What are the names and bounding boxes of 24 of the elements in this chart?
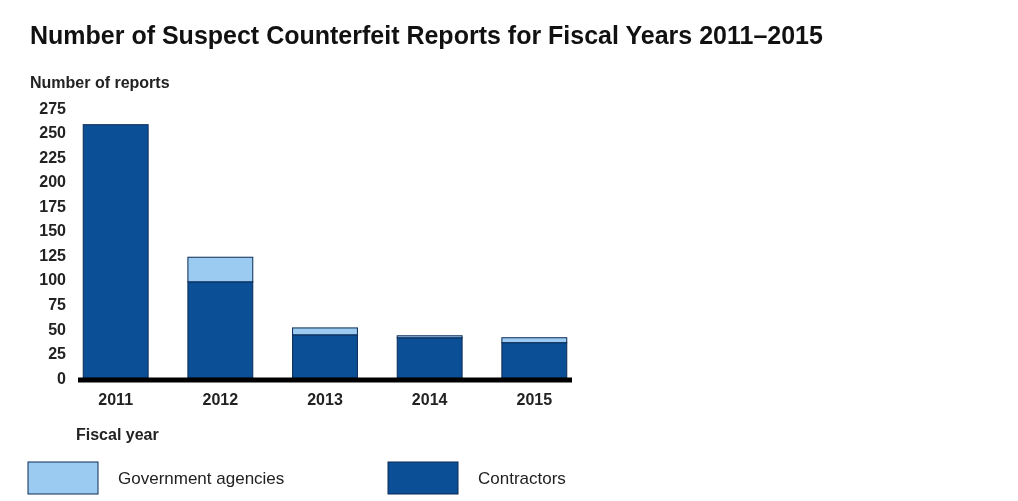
x-axis-title: Fiscal year [76, 426, 159, 443]
y-tick-label: 50 [48, 320, 67, 338]
y-tick-label: 25 [48, 345, 67, 363]
chart-title: Number of Suspect Counterfeit Reports for Fiscal Years 2011–2015 [30, 21, 823, 49]
x-tick-label: 2015 [516, 391, 553, 409]
y-tick-label: 175 [39, 197, 67, 215]
y-tick-label: 100 [39, 271, 67, 289]
x-tick-label: 2013 [307, 391, 343, 409]
y-tick-label: 150 [39, 222, 67, 240]
x-tick-label: 2011 [98, 391, 134, 409]
legend-label: Contractors [478, 469, 566, 488]
y-tick-label: 250 [39, 124, 67, 142]
x-tick-label: 2012 [202, 391, 239, 409]
y-tick-label: 275 [39, 99, 67, 117]
y-axis-title: Number of reports [30, 74, 170, 91]
y-tick-label: 0 [57, 369, 67, 387]
bar [82, 124, 149, 379]
x-tick-label: 2014 [411, 391, 448, 409]
y-tick-label: 125 [39, 246, 67, 264]
legend-label: Government agencies [118, 469, 285, 488]
bar [396, 337, 463, 379]
y-tick-label: 75 [48, 295, 67, 313]
y-tick-label: 225 [39, 148, 67, 166]
y-tick-label: 200 [39, 173, 67, 191]
